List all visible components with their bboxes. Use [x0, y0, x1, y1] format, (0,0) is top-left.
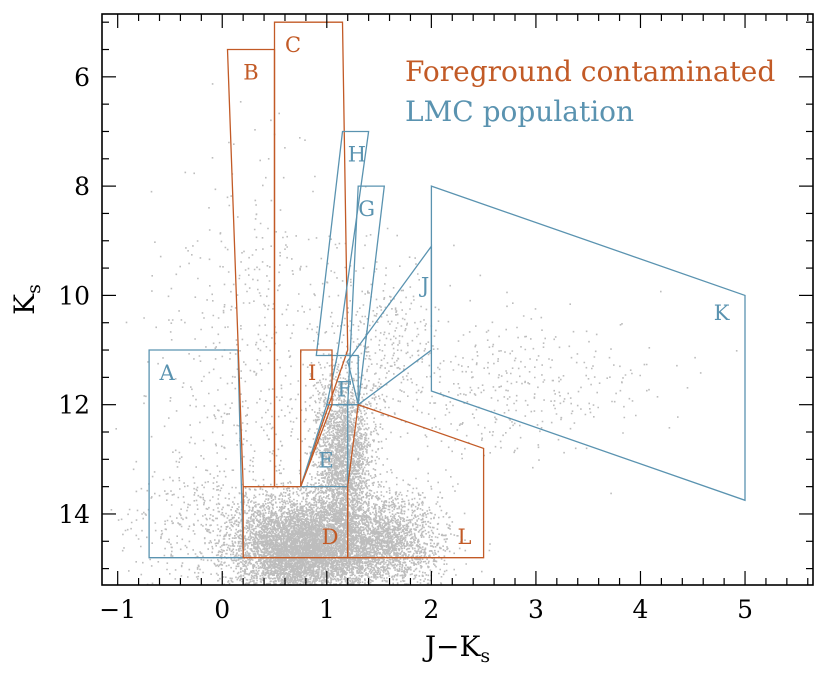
x-tick-label: 5 — [737, 595, 753, 624]
scatter-points — [110, 83, 738, 586]
scatter-dots — [110, 83, 738, 586]
region-label-j: J — [419, 274, 429, 298]
region-label-c: C — [285, 33, 301, 57]
region-k — [430, 185, 746, 502]
region-label-k: K — [714, 301, 730, 325]
region-b — [226, 48, 276, 488]
y-axis-label-sub: s — [23, 284, 45, 294]
y-tick-label: 10 — [58, 281, 90, 310]
x-tick-label: −1 — [99, 595, 136, 624]
region-l — [347, 403, 485, 559]
region-j — [346, 244, 433, 406]
region-label-d: D — [322, 525, 339, 549]
y-axis-label: Ks — [8, 284, 45, 315]
selection-regions: A B C D E F G H I J K L — [148, 21, 746, 559]
y-tick-label: 8 — [74, 172, 90, 201]
plot-frame — [101, 13, 814, 586]
y-tick-label: 12 — [58, 391, 90, 420]
x-tick-label: 1 — [319, 595, 335, 624]
x-tick-label: 2 — [423, 595, 439, 624]
x-tick-label: 4 — [633, 595, 649, 624]
region-label-l: L — [458, 525, 472, 549]
region-label-e: E — [318, 448, 333, 472]
region-label-a: A — [159, 361, 176, 385]
region-label-f: F — [337, 377, 352, 401]
region-label-b: B — [243, 60, 258, 84]
y-tick-label: 6 — [74, 63, 90, 92]
x-tick-label: 0 — [214, 595, 230, 624]
y-tick-label: 14 — [58, 500, 90, 529]
y-axis-label-main: K — [8, 293, 41, 315]
region-c — [273, 21, 349, 488]
x-axis-label-main: J−K — [422, 630, 482, 663]
legend-foreground: Foreground contaminated — [405, 55, 775, 88]
axis-ticks — [102, 14, 813, 585]
region-label-i: I — [308, 361, 316, 385]
legend-lmc: LMC population — [405, 95, 634, 128]
x-axis-label-sub: s — [480, 645, 490, 667]
region-i — [300, 349, 333, 487]
x-tick-label: 3 — [528, 595, 544, 624]
region-h — [315, 130, 370, 357]
x-axis-label: J−Ks — [422, 630, 490, 667]
region-label-h: H — [348, 142, 366, 166]
region-label-g: G — [358, 197, 375, 221]
